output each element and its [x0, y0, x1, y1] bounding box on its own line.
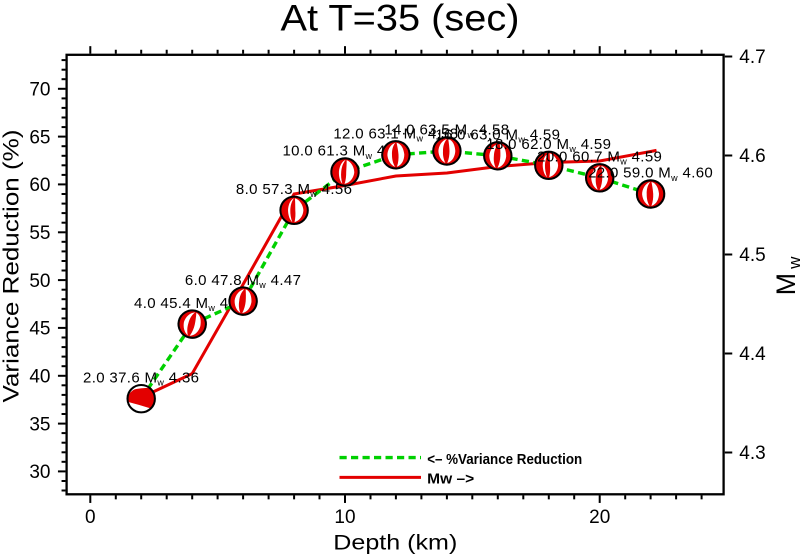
- svg-text:50: 50: [29, 271, 50, 292]
- svg-text:22.0 59.0 Mw 4.60: 22.0 59.0 Mw 4.60: [588, 165, 713, 183]
- svg-text:18.0 62.0 Mw 4.59: 18.0 62.0 Mw 4.59: [486, 136, 611, 154]
- svg-text:14.0 63.5 Mw 4.58: 14.0 63.5 Mw 4.58: [384, 122, 509, 140]
- svg-text:10: 10: [334, 507, 355, 528]
- svg-text:45: 45: [29, 319, 50, 340]
- svg-text:4.6: 4.6: [739, 146, 765, 167]
- svg-text:2.0 37.6 Mw 4.36: 2.0 37.6 Mw 4.36: [83, 369, 199, 387]
- svg-text:65: 65: [29, 127, 50, 148]
- svg-text:40: 40: [29, 366, 50, 387]
- svg-text:35: 35: [29, 414, 50, 435]
- svg-text:0: 0: [85, 507, 96, 528]
- svg-text:Mw: Mw: [771, 256, 800, 296]
- svg-text:Depth (km): Depth (km): [333, 532, 457, 555]
- svg-text:Variance Reduction (%): Variance Reduction (%): [0, 130, 24, 403]
- svg-text:12.0 63.1 Mw 4.58: 12.0 63.1 Mw 4.58: [333, 126, 458, 144]
- svg-text:8.0 57.3 Mw 4.56: 8.0 57.3 Mw 4.56: [236, 181, 352, 199]
- svg-text:70: 70: [29, 80, 50, 101]
- svg-text:16.0 63.0 Mw 4.59: 16.0 63.0 Mw 4.59: [435, 127, 560, 145]
- svg-text:4.3: 4.3: [739, 443, 765, 464]
- svg-text:55: 55: [29, 223, 50, 244]
- svg-text:4.7: 4.7: [739, 47, 765, 68]
- svg-text:30: 30: [29, 462, 50, 483]
- svg-text:4.4: 4.4: [739, 344, 766, 365]
- svg-text:20: 20: [589, 507, 610, 528]
- svg-text:Mw –>: Mw –>: [427, 471, 474, 488]
- svg-text:At T=35 (sec): At T=35 (sec): [281, 0, 520, 39]
- svg-text:4.5: 4.5: [739, 245, 765, 266]
- svg-text:6.0 47.8 Mw 4.47: 6.0 47.8 Mw 4.47: [185, 272, 301, 290]
- svg-text:<– %Variance Reduction: <– %Variance Reduction: [427, 451, 582, 468]
- svg-text:60: 60: [29, 175, 50, 196]
- svg-text:20.0 60.7 Mw 4.59: 20.0 60.7 Mw 4.59: [537, 149, 662, 167]
